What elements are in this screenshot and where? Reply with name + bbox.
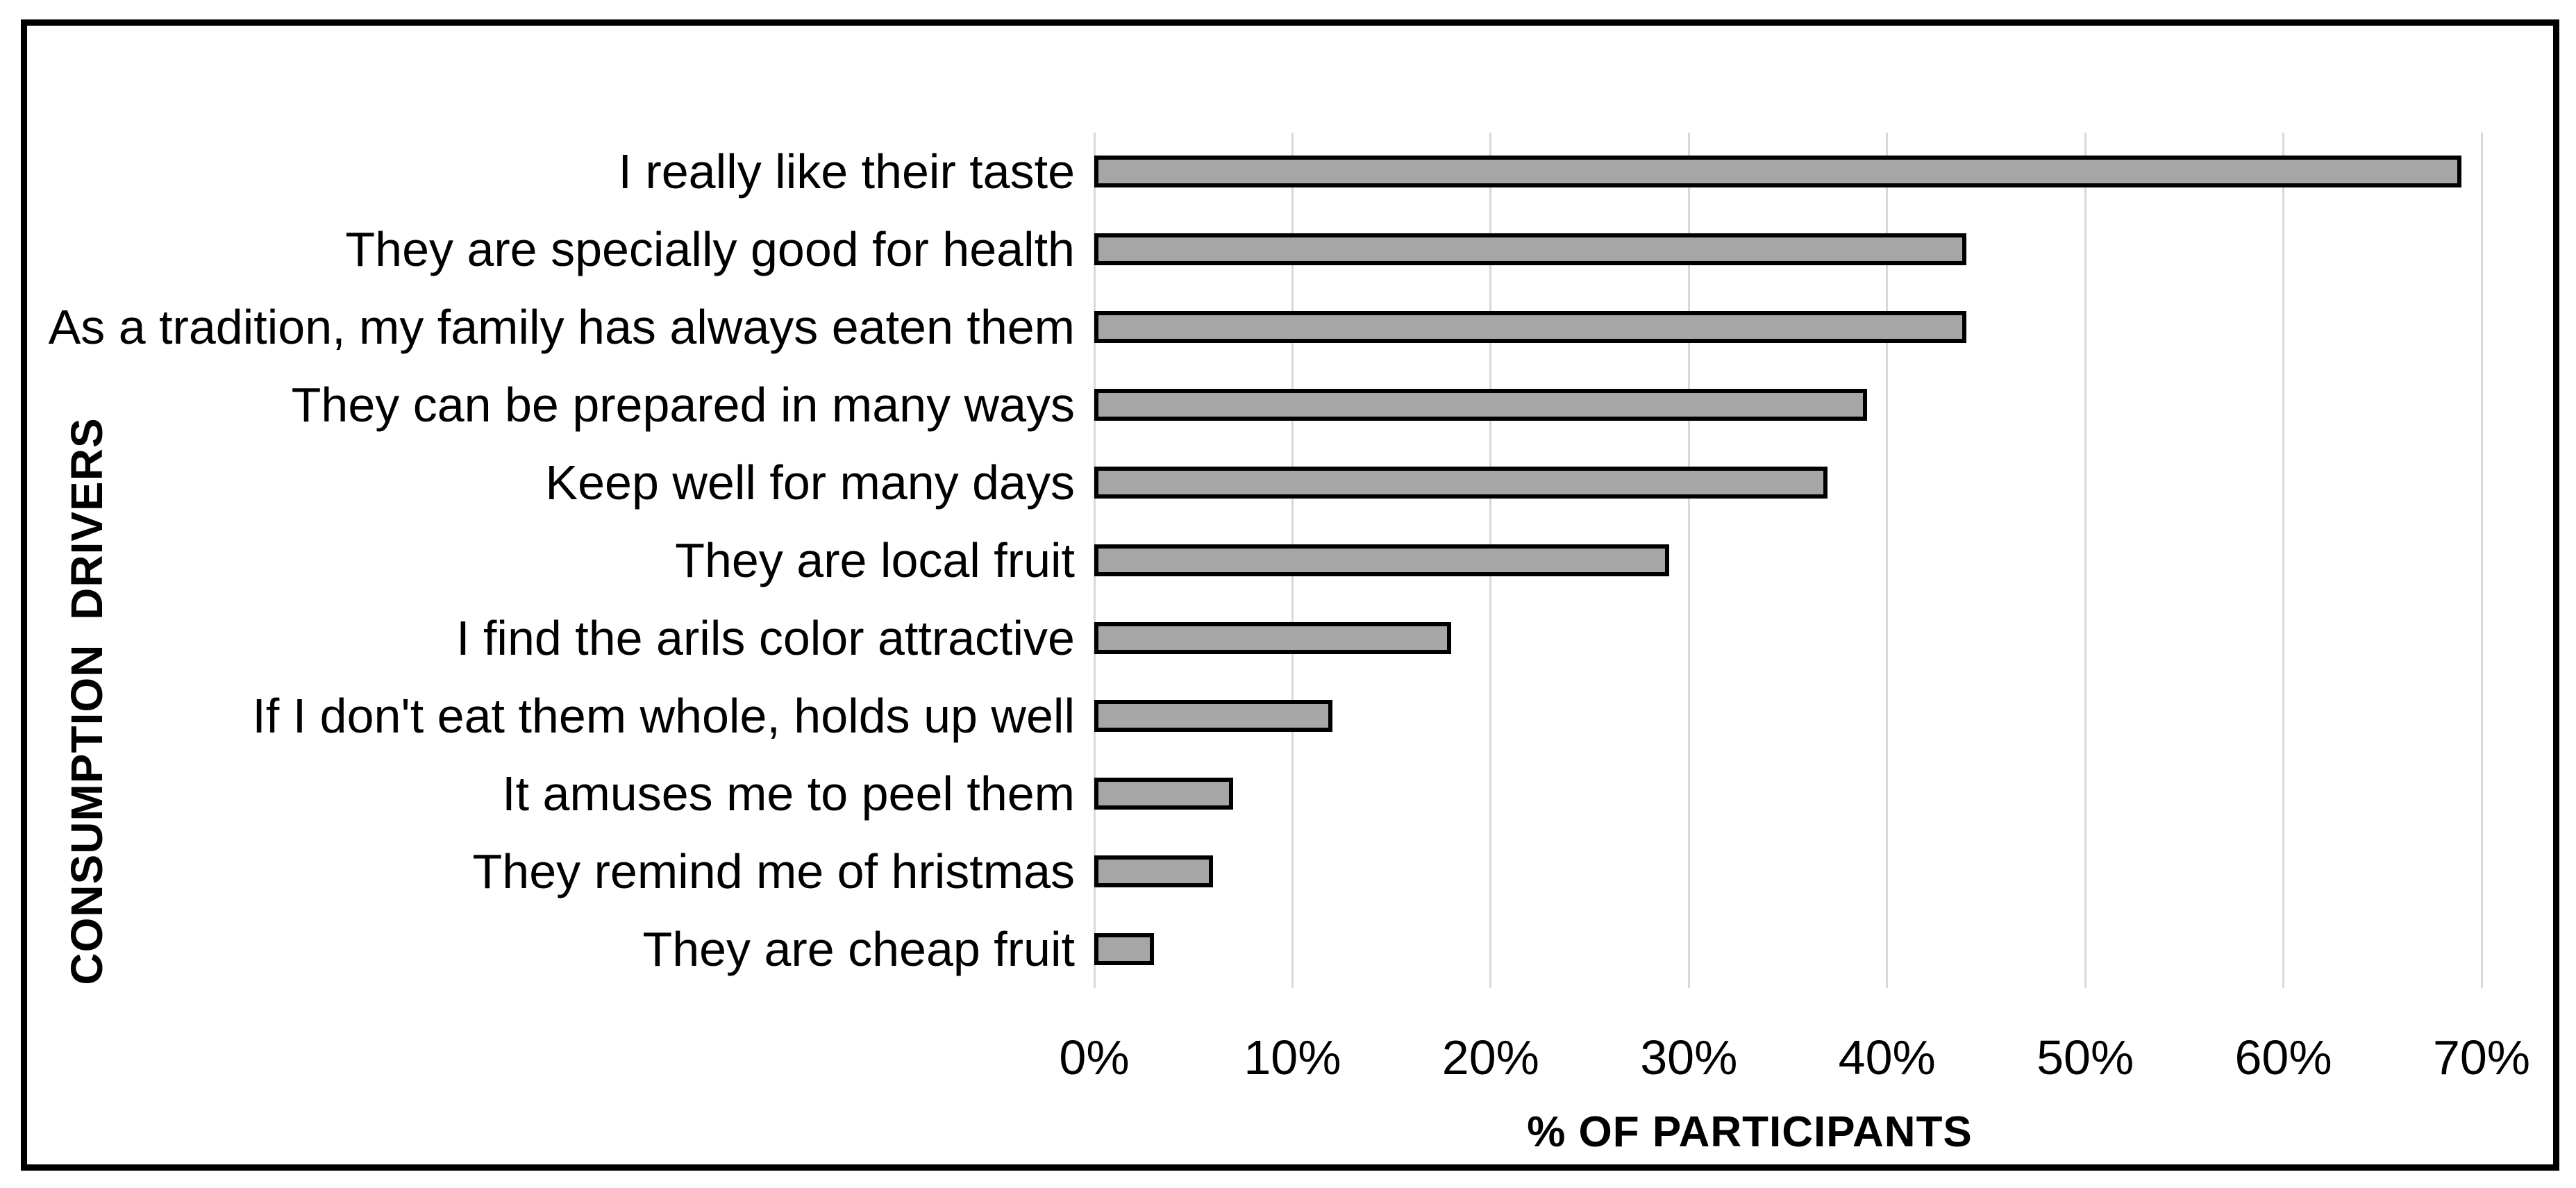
x-tick-0%: 0% [1059,1030,1130,1085]
bar-9 [1094,855,1213,887]
category-label-5: They are local fruit [675,533,1075,587]
bar-7 [1094,700,1332,732]
gridline-60% [2282,133,2285,988]
x-tick-20%: 20% [1441,1030,1539,1085]
bar-3 [1094,389,1867,421]
figure-frame: CONSUMPTION DRIVERS I really like their … [21,19,2559,1171]
bar-2 [1094,311,1966,343]
category-label-3: They can be prepared in many ways [291,378,1075,432]
category-label-0: I really like their taste [618,144,1075,199]
category-label-1: They are specially good for health [345,222,1075,276]
bar-10 [1094,933,1154,965]
x-tick-60%: 60% [2234,1030,2332,1085]
gridline-70% [2480,133,2483,988]
category-label-6: I find the arils color attractive [456,611,1075,665]
plot-area [1093,133,2483,988]
gridline-30% [1687,133,1690,988]
category-label-4: Keep well for many days [545,455,1075,510]
category-label-9: They remind me of hristmas [472,844,1075,898]
x-tick-40%: 40% [1838,1030,1936,1085]
bar-1 [1094,233,1966,265]
category-label-8: It amuses me to peel them [502,767,1075,821]
gridline-40% [1886,133,1889,988]
x-tick-10%: 10% [1244,1030,1341,1085]
x-tick-50%: 50% [2036,1030,2134,1085]
category-label-7: If I don't eat them whole, holds up well [252,689,1075,743]
category-label-10: They are cheap fruit [642,922,1075,976]
bar-8 [1094,778,1233,810]
category-label-2: As a tradition, my family has always eat… [48,300,1075,354]
x-tick-70%: 70% [2432,1030,2531,1085]
bar-0 [1094,156,2461,187]
bar-4 [1094,467,1828,499]
x-axis-title: % OF PARTICIPANTS [1527,1108,1973,1156]
bar-5 [1094,544,1669,576]
gridline-50% [2084,133,2086,988]
bar-6 [1094,622,1451,654]
x-tick-30%: 30% [1640,1030,1738,1085]
